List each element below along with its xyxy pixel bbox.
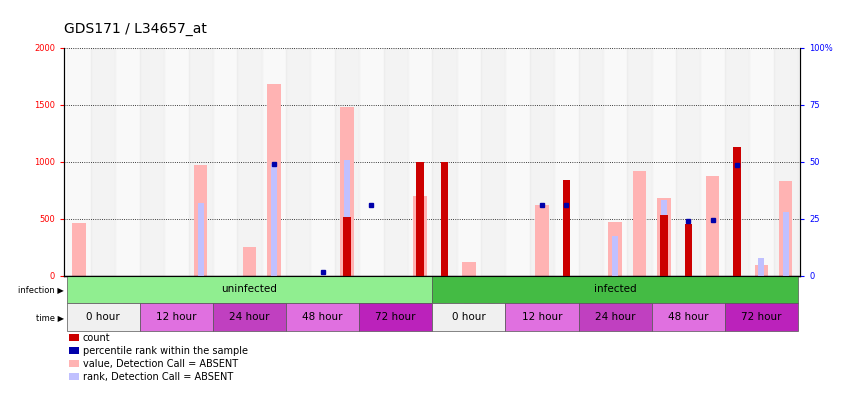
Bar [343, 217, 351, 276]
Bar [344, 160, 350, 276]
Bar [408, 48, 432, 276]
Text: 48 hour: 48 hour [668, 312, 709, 322]
Text: 12 hour: 12 hour [521, 312, 562, 322]
Bar [213, 303, 286, 331]
Bar [188, 48, 213, 276]
Bar [725, 48, 749, 276]
Bar [579, 48, 603, 276]
Text: GDS171 / L34657_at: GDS171 / L34657_at [64, 22, 207, 36]
Bar [774, 48, 798, 276]
Bar [462, 262, 476, 276]
Bar [432, 303, 505, 331]
Bar [340, 107, 354, 276]
Bar [779, 181, 793, 276]
Bar [505, 48, 530, 276]
Text: uninfected: uninfected [222, 284, 277, 295]
Bar [456, 48, 481, 276]
Bar [660, 215, 668, 276]
Bar [657, 198, 670, 276]
Bar [562, 180, 570, 276]
Bar [116, 48, 140, 276]
Bar [286, 48, 311, 276]
Bar [237, 48, 262, 276]
Bar [311, 48, 335, 276]
Bar [734, 147, 740, 276]
Bar [383, 48, 408, 276]
Bar [627, 48, 651, 276]
Text: 24 hour: 24 hour [595, 312, 635, 322]
Text: 72 hour: 72 hour [741, 312, 782, 322]
Bar [72, 223, 86, 276]
Bar [67, 48, 91, 276]
Bar [651, 48, 676, 276]
Bar [164, 48, 188, 276]
Bar [700, 48, 725, 276]
Bar [706, 176, 719, 276]
Bar [360, 48, 383, 276]
Legend: count, percentile rank within the sample, value, Detection Call = ABSENT, rank, : count, percentile rank within the sample… [69, 333, 247, 382]
Bar [661, 200, 667, 276]
Text: infection ▶: infection ▶ [18, 285, 64, 294]
Bar [505, 303, 579, 331]
Bar [755, 265, 768, 276]
Bar [416, 162, 424, 276]
Bar [651, 303, 725, 331]
Bar [413, 196, 427, 276]
Bar [782, 212, 788, 276]
Bar [579, 303, 651, 331]
Bar [243, 247, 256, 276]
Bar [609, 222, 621, 276]
Bar [530, 48, 554, 276]
Bar [335, 48, 360, 276]
Text: 0 hour: 0 hour [452, 312, 485, 322]
Bar [554, 48, 579, 276]
Bar [685, 224, 692, 276]
Bar [481, 48, 505, 276]
Bar [67, 303, 140, 331]
Bar [633, 171, 646, 276]
Bar [213, 48, 237, 276]
Text: infected: infected [594, 284, 636, 295]
Text: 24 hour: 24 hour [229, 312, 270, 322]
Bar [758, 259, 764, 276]
Text: 48 hour: 48 hour [302, 312, 343, 322]
Bar [442, 257, 448, 276]
Bar [603, 48, 627, 276]
Bar [441, 162, 449, 276]
Bar [91, 48, 116, 276]
Bar [67, 276, 432, 303]
Bar [286, 303, 360, 331]
Bar [140, 48, 164, 276]
Bar [194, 165, 207, 276]
Bar [267, 84, 281, 276]
Text: 0 hour: 0 hour [86, 312, 120, 322]
Bar [262, 48, 286, 276]
Bar [749, 48, 774, 276]
Text: time ▶: time ▶ [36, 313, 64, 322]
Bar [725, 303, 798, 331]
Bar [198, 202, 204, 276]
Text: 72 hour: 72 hour [376, 312, 416, 322]
Bar [432, 276, 798, 303]
Bar [432, 48, 456, 276]
Bar [270, 164, 276, 276]
Bar [140, 303, 213, 331]
Bar [535, 205, 549, 276]
Bar [676, 48, 700, 276]
Bar [360, 303, 432, 331]
Bar [612, 236, 618, 276]
Text: 12 hour: 12 hour [156, 312, 197, 322]
